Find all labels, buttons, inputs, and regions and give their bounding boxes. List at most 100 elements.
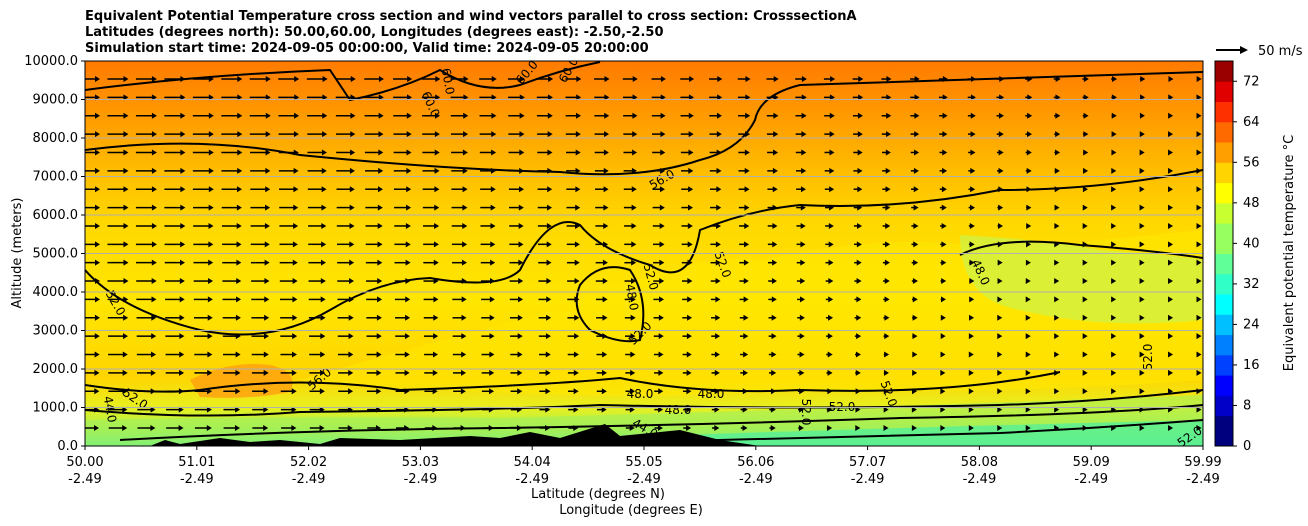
wind-arrowhead (632, 149, 638, 156)
wind-arrowhead (432, 351, 438, 358)
wind-arrowhead (263, 425, 269, 431)
wind-arrowhead (461, 314, 467, 321)
wind-arrowhead (884, 278, 890, 285)
wind-arrowhead (1168, 351, 1174, 358)
colorbar-segment (1215, 334, 1233, 346)
wind-arrowhead (941, 222, 947, 229)
wind-arrowhead (547, 94, 553, 101)
wind-arrowhead (604, 76, 610, 82)
wind-arrowhead (1111, 406, 1117, 413)
wind-arrowhead (574, 296, 580, 303)
wind-arrowhead (349, 204, 355, 211)
wind-arrowhead (745, 131, 751, 138)
wind-arrowhead (603, 149, 609, 156)
wind-arrowhead (688, 167, 694, 174)
wind-arrowhead (1168, 369, 1174, 376)
y-tick-label: 5000.0 (33, 247, 79, 262)
wind-arrowhead (263, 351, 269, 358)
wind-arrowhead (350, 131, 356, 138)
wind-arrowhead (547, 149, 553, 156)
wind-arrowhead (1027, 94, 1033, 101)
wind-arrowhead (179, 369, 185, 376)
wind-arrowhead (968, 425, 974, 431)
wind-arrowhead (1054, 296, 1060, 303)
wind-arrowhead (998, 149, 1004, 156)
colorbar-segment (1215, 182, 1233, 194)
wind-arrowhead (1168, 388, 1174, 395)
x-tick-label-lat: 58.08 (961, 455, 998, 470)
wind-arrowhead (294, 112, 300, 119)
wind-arrowhead (800, 222, 806, 229)
wind-arrowhead (236, 204, 242, 211)
wind-arrowhead (235, 314, 241, 321)
wind-arrowhead (830, 76, 836, 82)
wind-arrowhead (321, 167, 327, 174)
wind-arrowhead (688, 186, 694, 193)
wind-arrowhead (1139, 259, 1145, 266)
wind-arrowhead (461, 278, 467, 285)
wind-arrowhead (1139, 167, 1145, 174)
wind-arrowhead (829, 131, 835, 138)
wind-arrowhead (151, 241, 157, 248)
x-axis-label-line-2: Longitude (degrees E) (559, 503, 703, 518)
wind-arrowhead (293, 186, 299, 193)
wind-arrowhead (545, 333, 551, 340)
wind-arrowhead (322, 76, 328, 82)
wind-arrowhead (772, 186, 778, 193)
wind-arrowhead (828, 314, 834, 321)
wind-arrowhead (658, 333, 664, 340)
wind-arrowhead (179, 351, 185, 358)
wind-arrowhead (1196, 149, 1202, 156)
wind-arrowhead (1055, 76, 1061, 82)
colorbar-segment (1215, 152, 1233, 163)
y-tick-label: 7000.0 (33, 170, 79, 185)
wind-arrowhead (1083, 149, 1089, 156)
wind-arrowhead (377, 222, 383, 229)
wind-arrowhead (1111, 149, 1117, 156)
wind-arrowhead (631, 241, 637, 248)
wind-arrowhead (744, 186, 750, 193)
wind-arrowhead (631, 186, 637, 193)
wind-arrowhead (913, 167, 919, 174)
wind-arrowhead (998, 167, 1004, 174)
wind-arrowhead (573, 388, 579, 395)
colorbar-segment (1215, 111, 1233, 123)
wind-arrowhead (1111, 167, 1117, 174)
wind-arrowhead (773, 149, 779, 156)
wind-arrowhead (1082, 369, 1088, 376)
wind-arrowhead (95, 259, 100, 266)
wind-arrowhead (602, 278, 608, 285)
wind-arrowhead (884, 333, 890, 340)
wind-arrowhead (207, 333, 213, 340)
wind-arrowhead (488, 406, 494, 413)
wind-arrowhead (743, 333, 749, 340)
wind-arrowhead (828, 278, 834, 285)
wind-arrowhead (207, 388, 213, 395)
y-tick-label: 0.0 (57, 439, 78, 454)
colorbar-segment (1215, 364, 1233, 376)
wind-arrowhead (462, 222, 468, 229)
colorbar-tick-label: 40 (1243, 236, 1260, 251)
wind-arrowhead (997, 369, 1003, 376)
wind-arrowhead (631, 167, 637, 174)
wind-arrowhead (319, 406, 325, 413)
wind-arrowhead (95, 167, 100, 174)
wind-arrowhead (1054, 241, 1060, 248)
wind-arrowhead (406, 94, 412, 101)
colorbar-segment (1215, 354, 1233, 366)
wind-arrowhead (432, 388, 438, 395)
wind-arrowhead (1026, 167, 1032, 174)
wind-arrowhead (293, 131, 299, 138)
x-tick-label-lon: -2.49 (404, 472, 438, 487)
colorbar-segment (1215, 253, 1233, 265)
wind-arrowhead (799, 406, 805, 413)
wind-arrowhead (1027, 112, 1033, 119)
wind-arrowhead (884, 296, 890, 303)
y-axis-label: Altitude (meters) (10, 198, 25, 309)
wind-arrowhead (349, 278, 355, 285)
wind-arrowhead (1111, 388, 1117, 395)
wind-arrowhead (434, 131, 440, 138)
wind-arrowhead (461, 296, 467, 303)
wind-arrowhead (968, 369, 974, 376)
wind-arrowhead (1168, 278, 1174, 285)
